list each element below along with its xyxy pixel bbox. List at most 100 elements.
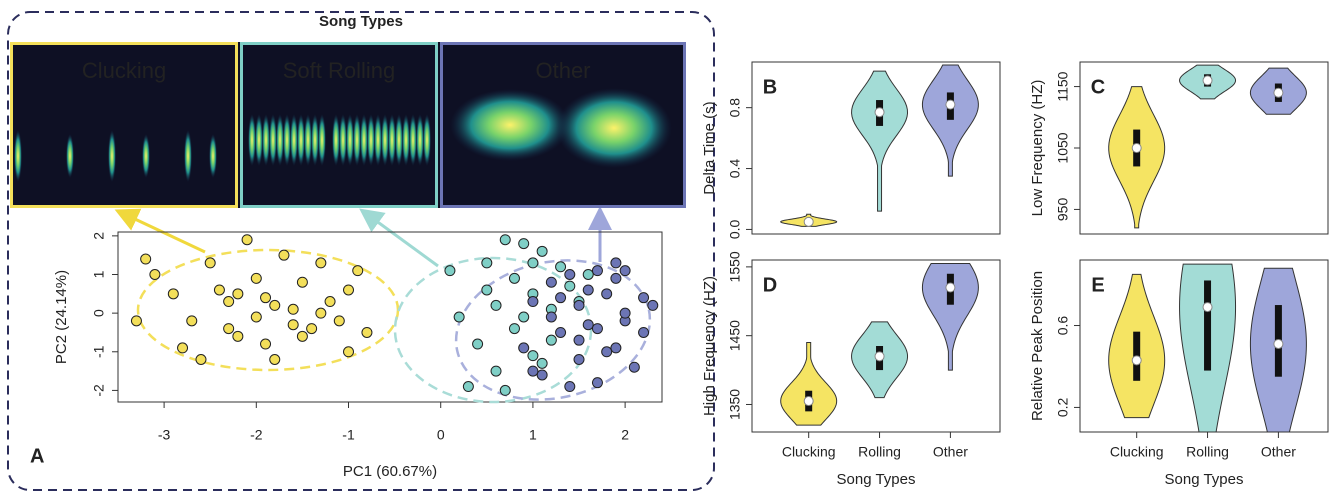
point [269,299,281,311]
point [232,288,244,300]
plot-frame [751,61,1001,235]
point [278,249,290,261]
point [490,365,502,377]
spectro-streak [290,114,298,166]
point [619,307,631,319]
spectro-streak [423,114,431,166]
spectro-blob [556,88,672,168]
point [555,326,567,338]
spectro-streak [262,114,270,166]
median [1273,87,1284,98]
y-axis-label: PC2 (24.14%) [53,270,70,364]
spectro-streak [346,114,354,166]
point [140,253,152,265]
x-axis-label: Song Types [1165,471,1244,488]
x-tick-label: 1 [529,427,537,443]
spectro-streak [142,134,150,178]
point [545,276,557,288]
point [223,323,235,335]
x-tick-label: -1 [342,427,355,443]
point [564,381,576,393]
point [564,280,576,292]
box [1204,280,1212,371]
spectro-streak [209,134,217,178]
point [508,323,520,335]
point [573,299,585,311]
spectro-streak [318,114,326,166]
median [1202,75,1213,86]
point [582,269,594,280]
group-frame [7,11,715,491]
violin [780,342,838,426]
point [499,384,511,396]
median [945,282,956,293]
x-tick-label: Clucking [1110,444,1164,460]
spectro-streak [367,114,375,166]
median [1273,338,1284,349]
x-tick-label: -2 [250,427,263,443]
spectro-streak [269,114,277,166]
y-tick-label: -1 [91,345,107,358]
point [352,265,364,277]
median [874,107,885,118]
point [186,315,198,327]
spectro-streak [304,114,312,166]
spectro-streak [248,114,256,166]
y-tick-label: 0.6 [1055,316,1071,336]
spectro-streak [311,114,319,166]
point [536,357,548,369]
point [333,315,345,327]
point [306,323,318,335]
panel-label: E [1091,274,1104,296]
spectro-streak [388,114,396,166]
y-tick-label: 2 [91,232,107,240]
point [462,381,474,393]
spectro-streak [255,114,263,166]
point [508,272,520,284]
point [343,284,355,296]
point [223,296,235,308]
y-tick-label: 0.2 [1055,397,1071,417]
legend-label: Clucking [82,58,166,83]
point [619,265,631,277]
x-tick-label: Other [1261,444,1296,460]
x-tick-label: Clucking [782,444,836,460]
panel-label: A [30,445,44,467]
y-tick-label: 950 [1055,198,1071,222]
point [527,350,539,362]
point [149,269,161,280]
point [610,272,622,284]
violin [921,64,979,177]
point [555,292,567,304]
point [638,326,650,338]
point [250,272,262,284]
spectro-streak [353,114,361,166]
point [481,284,493,296]
point [361,326,373,338]
point [628,361,640,373]
spectro-streak [14,130,22,182]
y-tick-label: 1 [91,270,107,278]
point [573,354,585,365]
median [1131,143,1142,153]
point [573,334,585,346]
point [601,288,613,300]
point [343,346,355,358]
y-tick-label: 1550 [727,251,743,282]
point [536,245,548,257]
point [287,319,299,331]
spectro-streak [66,134,74,178]
point [518,238,530,250]
point [555,261,567,273]
point [564,269,576,280]
point [241,234,253,246]
point [481,257,493,269]
plot-frame [117,231,663,403]
spectro-streak [108,130,116,182]
point [499,234,511,246]
spectro-streak [402,114,410,166]
spectro-streak [332,114,340,166]
y-axis-label: Relative Peak Position [1029,271,1046,421]
point [601,346,613,358]
point [582,319,594,331]
